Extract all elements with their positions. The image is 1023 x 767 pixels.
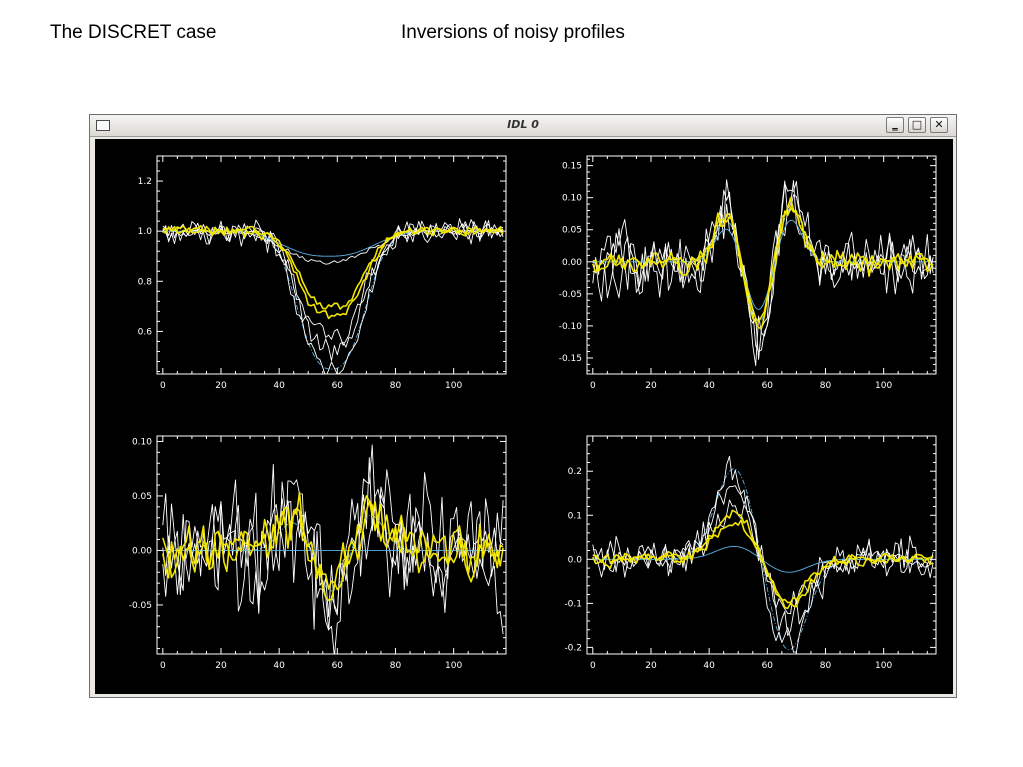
x-tick-label: 80 xyxy=(820,381,832,391)
x-tick-label: 20 xyxy=(645,661,657,671)
chart-frame xyxy=(586,435,937,655)
y-tick-label: -0.1 xyxy=(564,599,582,609)
x-tick-label: 20 xyxy=(215,661,227,671)
y-tick-label: 0.6 xyxy=(138,327,153,337)
chart-series-line xyxy=(162,225,504,310)
x-tick-label: 100 xyxy=(875,661,892,671)
x-tick-label: 40 xyxy=(703,381,715,391)
slide-title-right: Inversions of noisy profiles xyxy=(401,22,625,43)
y-tick-label: 0.00 xyxy=(132,546,152,556)
y-tick-label: 0.05 xyxy=(132,492,152,502)
y-tick-label: 0.00 xyxy=(562,258,582,268)
y-tick-label: 0.10 xyxy=(562,194,582,204)
x-tick-label: 80 xyxy=(390,381,402,391)
y-tick-label: 0.1 xyxy=(568,511,582,521)
chart-series-line xyxy=(592,179,934,352)
chart-3: 0 20 40 60 80 100 -0.05 0.00 0.05 0.10 xyxy=(129,435,507,671)
chart-series-line xyxy=(592,499,934,615)
chart-1: 0 20 40 60 80 100 0.6 0.8 1.0 1.2 xyxy=(138,155,507,391)
y-tick-label: -0.10 xyxy=(559,322,583,332)
chart-series-line xyxy=(162,224,504,320)
x-tick-label: 100 xyxy=(445,661,462,671)
x-tick-label: 80 xyxy=(820,661,832,671)
chart-frame xyxy=(156,155,507,375)
y-tick-label: -0.05 xyxy=(559,290,582,300)
close-button[interactable]: ✕ xyxy=(930,117,948,133)
chart-series-line xyxy=(162,457,504,654)
x-tick-label: 0 xyxy=(590,381,596,391)
y-tick-label: -0.05 xyxy=(129,601,152,611)
plot-canvas: 0 20 40 60 80 100 0.6 0.8 1.0 1.2 0 20 40 60 80 100 -0.1… xyxy=(95,139,953,694)
y-tick-label: -0.2 xyxy=(564,643,582,653)
minimize-button[interactable]: ‗ xyxy=(886,117,904,133)
window-menu-icon[interactable] xyxy=(96,120,110,131)
x-tick-label: 20 xyxy=(645,381,657,391)
y-tick-label: 1.2 xyxy=(138,177,152,187)
chart-series-line xyxy=(592,509,934,610)
x-tick-label: 0 xyxy=(590,661,596,671)
minimize-icon: ‗ xyxy=(892,118,898,131)
x-tick-label: 60 xyxy=(762,661,774,671)
chart-series-line xyxy=(162,219,504,362)
chart-series-line xyxy=(162,230,504,370)
x-tick-label: 100 xyxy=(445,381,462,391)
close-icon: ✕ xyxy=(934,118,944,131)
chart-series-group xyxy=(162,444,504,654)
maximize-icon: □ xyxy=(911,118,923,131)
chart-series-line xyxy=(592,206,934,323)
maximize-button[interactable]: □ xyxy=(908,117,926,133)
chart-series-line xyxy=(592,180,934,367)
x-tick-label: 0 xyxy=(160,381,166,391)
plots-svg: 0 20 40 60 80 100 0.6 0.8 1.0 1.2 0 20 40 60 80 100 -0.1… xyxy=(129,155,937,671)
y-tick-label: 0.2 xyxy=(568,467,582,477)
chart-series-line xyxy=(592,519,934,604)
window-titlebar[interactable]: IDL 0 ‗ □ ✕ xyxy=(90,115,956,137)
x-tick-label: 40 xyxy=(703,661,715,671)
y-tick-label: 0.15 xyxy=(562,162,582,172)
window-title: IDL 0 xyxy=(507,118,539,131)
y-tick-label: -0.15 xyxy=(559,354,582,364)
y-tick-label: 0.05 xyxy=(562,226,582,236)
x-tick-label: 20 xyxy=(215,381,227,391)
x-tick-label: 0 xyxy=(160,661,166,671)
chart-4: 0 20 40 60 80 100 -0.2 -0.1 0.0 0.1 0.2 xyxy=(564,435,937,671)
x-tick-label: 100 xyxy=(875,381,892,391)
chart-2: 0 20 40 60 80 100 -0.15 -0.10 -0.05 0.00 0.05 0.10 0… xyxy=(559,155,937,391)
chart-series-line xyxy=(592,455,934,653)
x-tick-label: 60 xyxy=(762,381,774,391)
x-tick-label: 40 xyxy=(273,381,285,391)
chart-series-group xyxy=(162,218,504,374)
chart-series-line xyxy=(162,491,504,602)
chart-frame xyxy=(156,435,507,655)
chart-series-line xyxy=(162,230,504,257)
chart-series-line xyxy=(162,218,504,346)
x-tick-label: 60 xyxy=(332,661,344,671)
x-tick-label: 40 xyxy=(273,661,285,671)
y-tick-label: 0.0 xyxy=(568,555,583,565)
x-tick-label: 80 xyxy=(390,661,402,671)
x-tick-label: 60 xyxy=(332,381,344,391)
y-tick-label: 0.10 xyxy=(132,437,152,447)
chart-series-group xyxy=(592,179,934,367)
chart-series-line xyxy=(162,500,504,591)
slide-title-left: The DISCRET case xyxy=(50,22,217,43)
y-tick-label: 1.0 xyxy=(138,227,153,237)
chart-frame xyxy=(586,155,937,375)
chart-series-group xyxy=(592,455,934,653)
y-tick-label: 0.8 xyxy=(138,277,153,287)
idl-window: IDL 0 ‗ □ ✕ 0 20 40 60 80 100 0.6 0.8 1.0 1.2 0 20 4… xyxy=(89,114,957,698)
